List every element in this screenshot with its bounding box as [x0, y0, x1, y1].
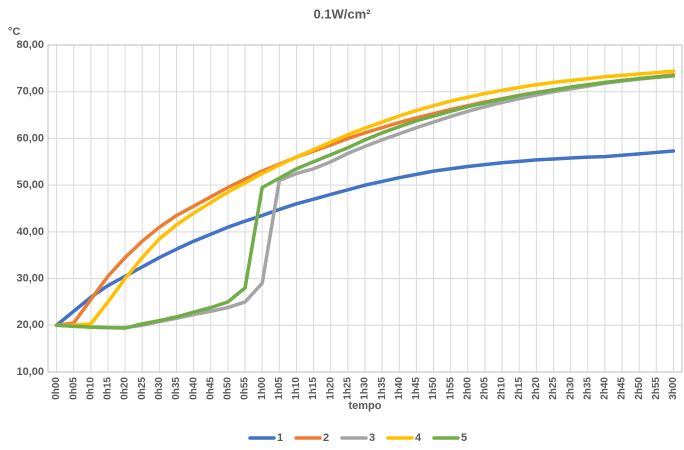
x-tick-label: 1h50	[428, 377, 439, 400]
x-tick-label: 1h25	[343, 377, 354, 400]
chart-title: 0.1W/cm²	[313, 6, 371, 21]
x-tick-label: 2h15	[514, 377, 525, 400]
x-tick-label: 2h10	[497, 377, 508, 400]
legend-label: 5	[461, 432, 467, 444]
y-tick-label: 70,00	[16, 86, 44, 98]
x-tick-label: 1h05	[274, 377, 285, 400]
x-tick-label: 2h30	[565, 377, 576, 400]
x-tick-label: 0h00	[51, 377, 62, 400]
y-tick-label: 20,00	[16, 319, 44, 331]
y-tick-label: 30,00	[16, 272, 44, 284]
x-tick-label: 2h25	[548, 377, 559, 400]
x-tick-label: 1h40	[394, 377, 405, 400]
x-tick-label: 2h45	[617, 377, 628, 400]
series-line	[54, 69, 676, 328]
legend-label: 4	[415, 432, 422, 444]
legend-label: 3	[369, 432, 375, 444]
x-tick-label: 0h25	[137, 377, 148, 400]
y-tick-label: 50,00	[16, 179, 44, 191]
x-tick-label: 0h55	[240, 377, 251, 400]
x-tick-label: 0h05	[68, 377, 79, 400]
x-tick-label: 1h15	[308, 377, 319, 400]
x-tick-label: 2h55	[651, 377, 662, 400]
y-axis-label: °C	[8, 26, 20, 38]
x-tick-label: 0h35	[171, 377, 182, 400]
x-tick-label: 1h30	[360, 377, 371, 400]
x-tick-label: 0h45	[205, 377, 216, 400]
y-tick-label: 40,00	[16, 226, 44, 238]
legend-label: 2	[323, 432, 329, 444]
x-tick-label: 1h00	[257, 377, 268, 400]
x-tick-label: 1h10	[291, 377, 302, 400]
x-tick-label: 1h20	[325, 377, 336, 400]
x-tick-label: 1h45	[411, 377, 422, 400]
x-tick-label: 3h00	[668, 377, 679, 400]
x-tick-label: 1h55	[445, 377, 456, 400]
x-tick-label: 0h30	[154, 377, 165, 400]
y-tick-label: 60,00	[16, 132, 44, 144]
x-tick-label: 0h15	[103, 377, 114, 400]
y-tick-label: 80,00	[16, 39, 44, 51]
x-tick-label: 2h40	[600, 377, 611, 400]
x-tick-label: 2h00	[462, 377, 473, 400]
x-tick-label: 0h50	[223, 377, 234, 400]
x-axis-label: tempo	[349, 400, 382, 412]
x-tick-label: 2h20	[531, 377, 542, 400]
legend-label: 1	[277, 432, 283, 444]
x-tick-label: 2h05	[480, 377, 491, 400]
x-tick-label: 2h35	[582, 377, 593, 400]
x-tick-label: 1h35	[377, 377, 388, 400]
x-tick-label: 0h20	[120, 377, 131, 400]
plot-border	[47, 44, 683, 373]
series-line	[54, 149, 676, 328]
x-tick-label: 2h50	[634, 377, 645, 400]
x-tick-label: 0h10	[85, 377, 96, 400]
y-tick-label: 10,00	[16, 366, 44, 378]
x-tick-label: 0h40	[188, 377, 199, 400]
series-line	[54, 74, 676, 330]
